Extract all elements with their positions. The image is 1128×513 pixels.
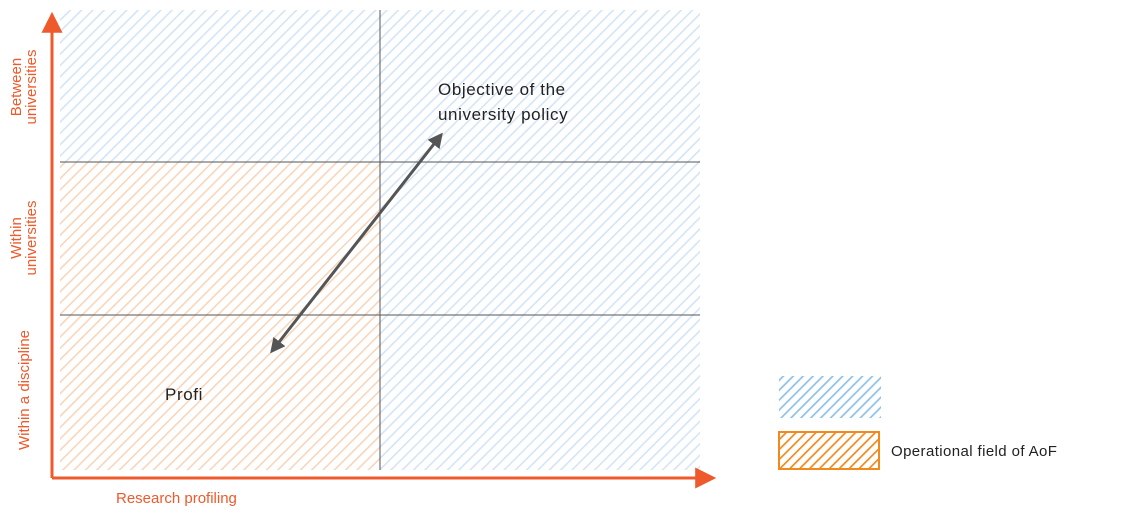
objective-text-line1: Objective of the [438,80,566,99]
legend-swatch-blue [779,376,881,418]
y-label-middle-line1: Within [8,217,25,259]
profi-text: Profi [165,385,203,404]
region-orange-left [60,162,380,470]
double-arrow [270,132,443,354]
y-label-middle-line2: universities [23,200,40,275]
y-label-top-line2: universities [23,49,40,124]
objective-text-line2: university policy [438,105,568,124]
legend-label-orange: Operational field of AoF [891,443,1057,460]
y-label-top-line1: Between [8,58,25,116]
y-label-within-universities: Within universities [8,200,40,275]
y-label-bottom-line1: Within a discipline [16,330,33,450]
legend-swatch-orange [778,431,880,470]
region-blue-right [380,162,700,470]
x-axis-label: Research profiling [116,490,237,507]
y-label-within-discipline: Within a discipline [16,330,33,450]
legend: Operational field of AoF [778,376,1057,470]
y-label-between-universities: Between universities [8,49,40,124]
